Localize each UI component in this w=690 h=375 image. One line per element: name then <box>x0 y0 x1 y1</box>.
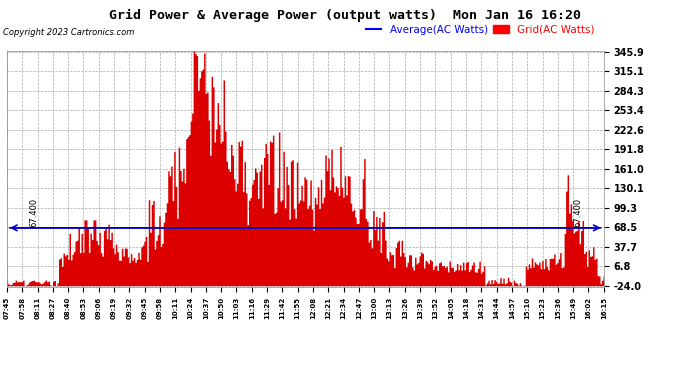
Text: Copyright 2023 Cartronics.com: Copyright 2023 Cartronics.com <box>3 28 135 37</box>
Text: Grid Power & Average Power (output watts)  Mon Jan 16 16:20: Grid Power & Average Power (output watts… <box>109 9 581 22</box>
Text: 67.400: 67.400 <box>30 198 39 226</box>
Text: 67.400: 67.400 <box>574 198 583 226</box>
Legend: Average(AC Watts), Grid(AC Watts): Average(AC Watts), Grid(AC Watts) <box>362 20 598 39</box>
